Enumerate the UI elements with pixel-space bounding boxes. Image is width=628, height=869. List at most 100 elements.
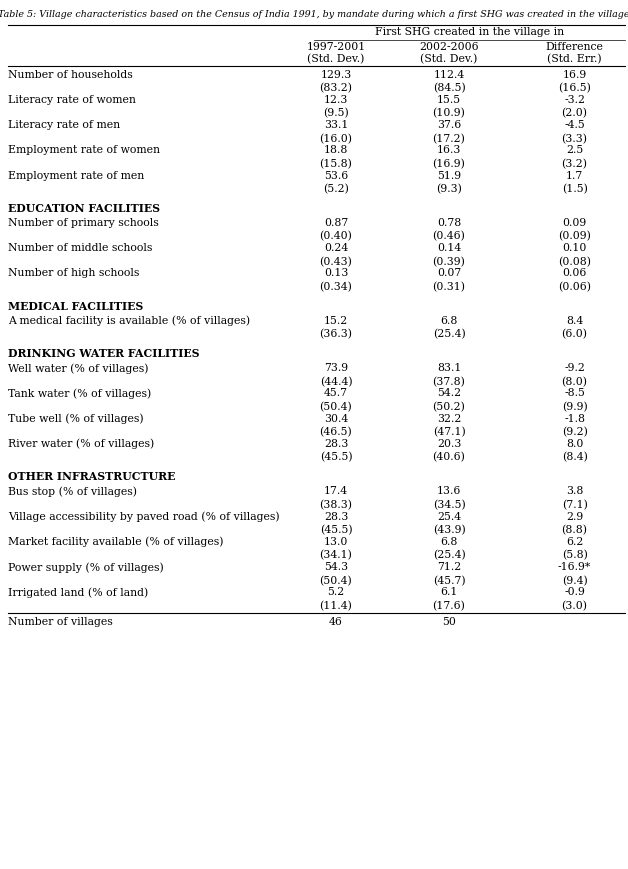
Text: 32.2: 32.2 (437, 413, 461, 423)
Text: -16.9*: -16.9* (558, 561, 591, 571)
Text: Number of high schools: Number of high schools (8, 268, 139, 278)
Text: Bus stop (% of villages): Bus stop (% of villages) (8, 486, 137, 496)
Text: 2002-2006: 2002-2006 (420, 42, 479, 51)
Text: (Std. Dev.): (Std. Dev.) (307, 54, 365, 64)
Text: 16.3: 16.3 (437, 145, 461, 155)
Text: 129.3: 129.3 (320, 70, 352, 79)
Text: (9.9): (9.9) (561, 401, 588, 412)
Text: (17.2): (17.2) (433, 133, 465, 143)
Text: (50.4): (50.4) (320, 401, 352, 412)
Text: 2.9: 2.9 (566, 511, 583, 521)
Text: 1.7: 1.7 (566, 170, 583, 180)
Text: Tube well (% of villages): Tube well (% of villages) (8, 413, 144, 424)
Text: Literacy rate of women: Literacy rate of women (8, 95, 136, 104)
Text: Number of primary schools: Number of primary schools (8, 217, 159, 228)
Text: 0.78: 0.78 (437, 217, 461, 228)
Text: -9.2: -9.2 (564, 362, 585, 373)
Text: 6.8: 6.8 (440, 536, 458, 546)
Text: 50: 50 (442, 616, 456, 626)
Text: Literacy rate of men: Literacy rate of men (8, 120, 121, 129)
Text: -0.9: -0.9 (564, 587, 585, 596)
Text: 45.7: 45.7 (324, 388, 348, 398)
Text: Well water (% of villages): Well water (% of villages) (8, 362, 149, 374)
Text: 18.8: 18.8 (324, 145, 348, 155)
Text: (9.2): (9.2) (561, 427, 588, 437)
Text: 73.9: 73.9 (324, 362, 348, 373)
Text: 112.4: 112.4 (433, 70, 465, 79)
Text: Number of households: Number of households (8, 70, 133, 79)
Text: (34.5): (34.5) (433, 499, 465, 509)
Text: (38.3): (38.3) (320, 499, 352, 509)
Text: Power supply (% of villages): Power supply (% of villages) (8, 561, 164, 572)
Text: 28.3: 28.3 (324, 438, 348, 448)
Text: 13.6: 13.6 (437, 486, 461, 495)
Text: MEDICAL FACILITIES: MEDICAL FACILITIES (8, 300, 143, 311)
Text: 0.13: 0.13 (324, 268, 348, 278)
Text: (43.9): (43.9) (433, 524, 465, 534)
Text: (5.2): (5.2) (323, 183, 349, 194)
Text: (84.5): (84.5) (433, 83, 465, 93)
Text: (45.7): (45.7) (433, 574, 465, 585)
Text: (47.1): (47.1) (433, 427, 465, 437)
Text: Table 5: Village characteristics based on the Census of India 1991, by mandate d: Table 5: Village characteristics based o… (0, 10, 628, 19)
Text: 15.2: 15.2 (324, 315, 348, 325)
Text: Irrigated land (% of land): Irrigated land (% of land) (8, 587, 148, 597)
Text: (0.40): (0.40) (320, 231, 352, 242)
Text: (8.0): (8.0) (561, 376, 588, 387)
Text: (0.46): (0.46) (433, 231, 465, 242)
Text: (34.1): (34.1) (320, 549, 352, 560)
Text: (0.43): (0.43) (320, 256, 352, 267)
Text: EDUCATION FACILITIES: EDUCATION FACILITIES (8, 202, 160, 214)
Text: (44.4): (44.4) (320, 376, 352, 387)
Text: 0.87: 0.87 (324, 217, 348, 228)
Text: 33.1: 33.1 (324, 120, 348, 129)
Text: DRINKING WATER FACILITIES: DRINKING WATER FACILITIES (8, 348, 200, 359)
Text: 20.3: 20.3 (437, 438, 461, 448)
Text: (0.06): (0.06) (558, 282, 591, 292)
Text: (5.8): (5.8) (561, 549, 588, 560)
Text: OTHER INFRASTRUCTURE: OTHER INFRASTRUCTURE (8, 470, 176, 481)
Text: (10.9): (10.9) (433, 108, 465, 118)
Text: 16.9: 16.9 (563, 70, 587, 79)
Text: (36.3): (36.3) (320, 328, 352, 339)
Text: 8.0: 8.0 (566, 438, 583, 448)
Text: First SHG created in the village in: First SHG created in the village in (375, 27, 564, 36)
Text: 0.24: 0.24 (324, 242, 348, 253)
Text: -1.8: -1.8 (564, 413, 585, 423)
Text: (3.3): (3.3) (561, 133, 588, 143)
Text: (40.6): (40.6) (433, 452, 465, 462)
Text: (37.8): (37.8) (433, 376, 465, 387)
Text: 5.2: 5.2 (327, 587, 345, 596)
Text: (9.3): (9.3) (436, 183, 462, 194)
Text: -8.5: -8.5 (564, 388, 585, 398)
Text: (15.8): (15.8) (320, 158, 352, 169)
Text: 6.1: 6.1 (440, 587, 458, 596)
Text: (16.5): (16.5) (558, 83, 591, 93)
Text: 6.2: 6.2 (566, 536, 583, 546)
Text: (45.5): (45.5) (320, 524, 352, 534)
Text: Employment rate of men: Employment rate of men (8, 170, 144, 180)
Text: (0.34): (0.34) (320, 282, 352, 292)
Text: (9.4): (9.4) (561, 574, 588, 585)
Text: 71.2: 71.2 (437, 561, 461, 571)
Text: (11.4): (11.4) (320, 600, 352, 610)
Text: (7.1): (7.1) (561, 499, 588, 509)
Text: Number of villages: Number of villages (8, 616, 113, 626)
Text: (46.5): (46.5) (320, 427, 352, 437)
Text: (0.31): (0.31) (433, 282, 465, 292)
Text: 28.3: 28.3 (324, 511, 348, 521)
Text: (Std. Err.): (Std. Err.) (548, 54, 602, 64)
Text: 3.8: 3.8 (566, 486, 583, 495)
Text: (83.2): (83.2) (320, 83, 352, 93)
Text: 46: 46 (329, 616, 343, 626)
Text: (0.08): (0.08) (558, 256, 591, 267)
Text: (25.4): (25.4) (433, 549, 465, 560)
Text: 0.10: 0.10 (563, 242, 587, 253)
Text: 2.5: 2.5 (566, 145, 583, 155)
Text: Tank water (% of villages): Tank water (% of villages) (8, 388, 151, 399)
Text: 13.0: 13.0 (324, 536, 348, 546)
Text: (8.4): (8.4) (561, 452, 588, 462)
Text: 51.9: 51.9 (437, 170, 461, 180)
Text: (9.5): (9.5) (323, 108, 349, 118)
Text: Employment rate of women: Employment rate of women (8, 145, 160, 155)
